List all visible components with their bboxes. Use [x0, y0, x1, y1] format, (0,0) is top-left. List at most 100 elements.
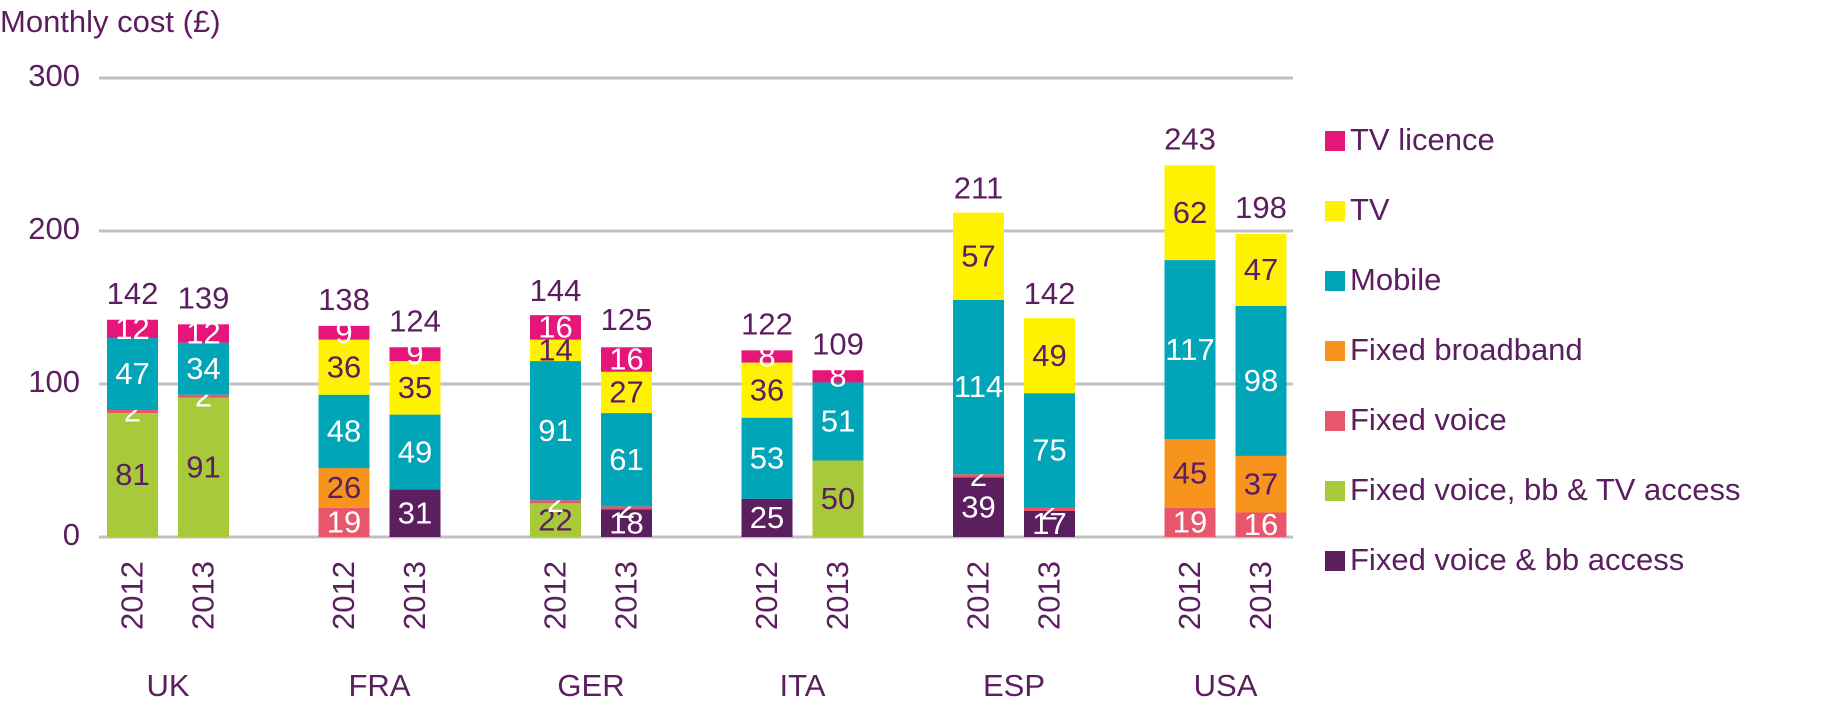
- x-tick-label: 2013: [397, 561, 432, 630]
- bar-segment: [953, 477, 1004, 537]
- data-label: 19: [1173, 505, 1207, 540]
- data-label: 37: [1244, 466, 1278, 501]
- data-label: 47: [115, 356, 149, 391]
- y-axis-label: Monthly cost (£): [0, 4, 221, 39]
- bar-segment: [389, 361, 441, 415]
- data-label: 47: [1244, 252, 1278, 287]
- bar-segment: [1164, 260, 1216, 440]
- bar-segment: [389, 347, 441, 362]
- total-label: 139: [178, 281, 230, 316]
- legend-label: Mobile: [1350, 262, 1441, 297]
- data-label: 114: [954, 369, 1003, 404]
- data-label: 48: [327, 414, 361, 449]
- y-tick-label: 300: [28, 58, 80, 93]
- x-tick-label: 2012: [538, 561, 573, 630]
- legend-label: Fixed voice: [1350, 402, 1507, 437]
- bar-segment: [107, 319, 158, 339]
- bar-segment: [1024, 507, 1075, 511]
- data-label: 17: [1032, 506, 1066, 541]
- x-tick-label: 2013: [609, 561, 644, 630]
- legend-label: TV: [1350, 192, 1390, 227]
- bar-segment: [601, 506, 652, 510]
- total-label: 124: [389, 303, 441, 338]
- legend-label: TV licence: [1350, 122, 1495, 157]
- data-label: 49: [398, 434, 432, 469]
- x-tick-label: 2013: [820, 561, 855, 630]
- total-label: 198: [1235, 190, 1287, 225]
- group-label: ESP: [983, 668, 1045, 703]
- bar-segment: [107, 410, 158, 414]
- legend-swatch: [1325, 411, 1345, 431]
- data-label: 16: [1244, 507, 1278, 542]
- data-label: 36: [327, 349, 361, 384]
- data-label: 61: [609, 442, 643, 477]
- data-label: 22: [538, 502, 572, 537]
- bar-segment: [1235, 305, 1287, 456]
- total-label: 243: [1164, 121, 1216, 156]
- bar-segment: [1164, 439, 1216, 508]
- data-label: 34: [186, 351, 220, 386]
- bar-segment: [530, 339, 581, 362]
- bar-segment: [318, 339, 370, 395]
- group-label: ITA: [780, 668, 826, 703]
- data-label: 12: [186, 316, 220, 351]
- legend-swatch: [1325, 271, 1345, 291]
- bar-segment: [1024, 510, 1075, 537]
- bar-segment: [1235, 512, 1287, 537]
- legend-label: Fixed voice & bb access: [1350, 542, 1684, 577]
- x-tick-label: 2012: [961, 561, 996, 630]
- bar-segment: [1235, 234, 1287, 306]
- data-label: 31: [398, 495, 432, 530]
- total-label: 122: [741, 307, 793, 342]
- x-tick-label: 2013: [186, 561, 221, 630]
- bar-segment: [178, 397, 229, 537]
- bar-segment: [530, 503, 581, 537]
- data-label: 16: [538, 310, 572, 345]
- legend-swatch: [1325, 131, 1345, 151]
- data-label: 81: [115, 457, 149, 492]
- data-label: 51: [821, 404, 855, 439]
- total-label: 211: [954, 170, 1003, 205]
- bar-segment: [812, 382, 864, 461]
- x-tick-label: 2012: [749, 561, 784, 630]
- y-tick-label: 200: [28, 211, 80, 246]
- legend-label: Fixed broadband: [1350, 332, 1583, 367]
- group-label: FRA: [349, 668, 411, 703]
- bar-segment: [318, 507, 370, 537]
- data-label: 26: [327, 470, 361, 505]
- data-label: 45: [1173, 456, 1207, 491]
- data-label: 18: [609, 505, 643, 540]
- group-label: USA: [1194, 668, 1258, 703]
- bar-segment: [601, 371, 652, 414]
- x-tick-label: 2013: [1243, 561, 1278, 630]
- data-label: 8: [829, 359, 846, 394]
- data-label: 8: [758, 339, 775, 374]
- data-label: 36: [750, 372, 784, 407]
- data-label: 16: [609, 342, 643, 377]
- legend-swatch: [1325, 201, 1345, 221]
- data-label: 75: [1032, 433, 1066, 468]
- bar-segment: [741, 498, 793, 537]
- total-label: 109: [812, 326, 864, 361]
- bar-segment: [107, 338, 158, 411]
- data-label: 12: [115, 311, 149, 346]
- bar-segment: [530, 500, 581, 504]
- bar-segment: [318, 325, 370, 340]
- bar-segment: [601, 347, 652, 372]
- bar-segment: [953, 474, 1004, 478]
- data-label: 57: [961, 238, 995, 273]
- group-label: UK: [146, 668, 189, 703]
- x-tick-label: 2013: [1032, 561, 1067, 630]
- y-tick-label: 0: [63, 517, 80, 552]
- bar-segment: [812, 460, 864, 537]
- bar-segment: [389, 489, 441, 537]
- total-label: 142: [107, 276, 159, 311]
- data-label: 50: [821, 481, 855, 516]
- x-tick-label: 2012: [115, 561, 150, 630]
- total-label: 125: [601, 302, 653, 337]
- data-label: 25: [750, 500, 784, 535]
- data-label: 98: [1244, 363, 1278, 398]
- bar-segment: [1164, 507, 1216, 537]
- bar-segment: [178, 342, 229, 395]
